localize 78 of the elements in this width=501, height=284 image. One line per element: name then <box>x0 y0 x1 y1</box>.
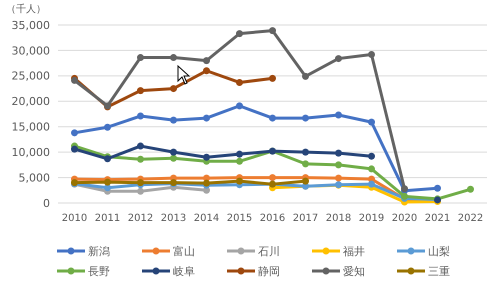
point <box>137 87 144 94</box>
point <box>137 156 144 163</box>
point <box>104 178 111 186</box>
legend-label: 三重 <box>428 264 450 278</box>
x-tick-label: 2019 <box>358 213 384 224</box>
point <box>368 180 375 188</box>
point <box>368 50 375 58</box>
legend-label: 山梨 <box>428 244 450 258</box>
point <box>269 174 276 182</box>
point <box>434 184 441 192</box>
point <box>302 148 309 156</box>
point <box>170 148 177 156</box>
point <box>236 178 243 185</box>
legend-label: 愛知 <box>343 264 365 278</box>
x-tick-label: 2021 <box>424 213 450 224</box>
point <box>170 54 177 62</box>
point <box>335 55 342 62</box>
x-tick-label: 2012 <box>128 213 154 224</box>
point <box>302 160 309 168</box>
legend-label: 福井 <box>343 244 365 258</box>
point <box>236 78 243 86</box>
point <box>302 114 309 122</box>
point <box>203 154 210 161</box>
x-tick-label: 2017 <box>292 213 318 224</box>
y-axis-title: （千人） <box>6 3 46 15</box>
legend-label: 静岡 <box>258 264 280 278</box>
y-tick-label: 0 <box>43 196 50 210</box>
point <box>236 102 243 110</box>
x-tick-label: 2014 <box>194 213 220 224</box>
point <box>170 154 177 162</box>
point <box>302 72 309 80</box>
point <box>137 112 144 120</box>
point <box>269 74 276 82</box>
legend-label: 岐阜 <box>173 264 195 278</box>
point <box>203 67 210 74</box>
x-tick-label: 2020 <box>392 213 418 224</box>
point <box>236 30 243 38</box>
x-tick-label: 2016 <box>260 213 286 224</box>
point <box>269 27 276 34</box>
legend-label: 新潟 <box>88 244 110 258</box>
y-tick-label: 30,000 <box>12 44 50 58</box>
y-tick-label: 5,000 <box>18 171 50 184</box>
point <box>137 188 144 195</box>
point <box>203 114 210 122</box>
point <box>71 146 78 153</box>
point <box>467 186 474 193</box>
x-tick-label: 2022 <box>458 213 484 224</box>
point <box>335 112 342 119</box>
point <box>137 142 144 150</box>
point <box>71 129 78 136</box>
point <box>170 116 177 124</box>
point <box>203 57 210 64</box>
x-tick-label: 2013 <box>160 213 186 224</box>
point <box>335 150 342 157</box>
y-tick-label: 25,000 <box>12 70 50 83</box>
x-tick-label: 2011 <box>94 213 120 224</box>
point <box>368 152 375 160</box>
point <box>170 85 177 92</box>
x-tick-label: 2018 <box>326 213 352 224</box>
legend-label: 石川 <box>258 244 280 258</box>
y-tick-label: 20,000 <box>12 95 50 108</box>
point <box>236 150 243 158</box>
legend-label: 富山 <box>173 244 195 258</box>
point <box>104 124 111 131</box>
point <box>236 158 243 165</box>
point <box>368 118 375 126</box>
y-tick-label: 35,000 <box>12 18 50 32</box>
point <box>269 114 276 122</box>
point <box>302 178 309 185</box>
point <box>335 161 342 168</box>
legend-label: 長野 <box>88 264 110 278</box>
x-tick-label: 2015 <box>226 213 252 224</box>
point <box>335 174 342 182</box>
point <box>368 165 375 172</box>
y-tick-label: 10,000 <box>12 146 50 159</box>
point <box>137 54 144 62</box>
y-tick-label: 15,000 <box>12 120 50 134</box>
x-tick-label: 2010 <box>62 213 88 224</box>
